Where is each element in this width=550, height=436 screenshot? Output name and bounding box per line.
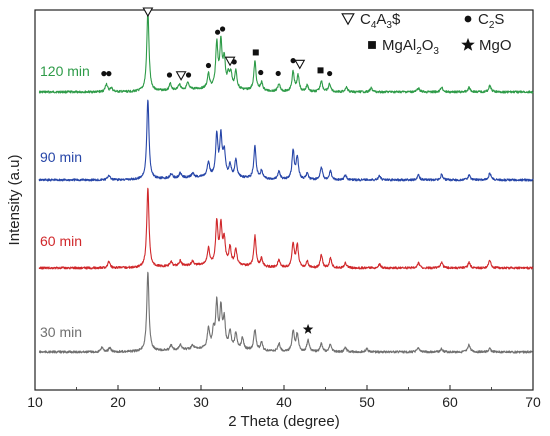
phase-marker-square <box>317 67 324 74</box>
series-label-60-min: 60 min <box>40 233 82 249</box>
legend-circle-icon <box>464 15 472 23</box>
x-tick-label: 10 <box>27 394 43 410</box>
phase-marker-triangle <box>294 59 306 70</box>
legend-label: MgAl2O3 <box>382 37 439 57</box>
marker-layer <box>101 7 333 334</box>
x-tick-label: 70 <box>525 394 541 410</box>
series-label-120-min: 120 min <box>40 63 90 79</box>
phase-marker-circle <box>185 72 192 78</box>
x-tick-label: 60 <box>442 394 458 410</box>
phase-marker-circle <box>327 70 333 77</box>
phase-marker-circle <box>106 71 112 77</box>
series-line-30-min <box>38 271 534 354</box>
legend-label: C4A3$ <box>360 11 401 31</box>
phase-marker-star <box>302 323 314 334</box>
phase-marker-circle <box>205 62 212 69</box>
x-axis-title: 2 Theta (degree) <box>228 413 339 430</box>
phase-marker-circle <box>215 29 221 35</box>
axis-layer: 10 20 30 40 50 60 70 <box>27 385 541 410</box>
x-tick-label: 20 <box>110 394 126 410</box>
series-layer: 120 min 90 min 60 min 30 min <box>38 11 534 354</box>
phase-marker-circle <box>166 72 173 78</box>
x-tick-label: 50 <box>359 394 375 410</box>
series-label-30-min: 30 min <box>40 324 82 340</box>
legend-label: MgO <box>479 37 512 54</box>
phase-marker-square <box>252 49 259 56</box>
phase-marker-circle <box>219 26 226 32</box>
series-line-60-min <box>38 187 534 270</box>
phase-marker-circle <box>258 69 264 76</box>
legend-square-icon <box>368 41 376 49</box>
phase-marker-circle <box>231 59 237 65</box>
legend-item-C2S: C2S <box>464 11 504 31</box>
legend-star-icon <box>461 37 475 51</box>
legend-item-C: C4A3$ <box>341 11 401 31</box>
legend-label: C2S <box>478 11 504 31</box>
series-line-120-min <box>38 11 534 94</box>
legend: C4A3$ C2S MgAl2O3 MgO <box>341 11 512 57</box>
series-line-90-min <box>38 99 534 182</box>
legend-item-MgO: MgO <box>461 37 512 54</box>
x-tick-label: 40 <box>276 394 292 410</box>
phase-marker-circle <box>275 70 281 77</box>
series-label-90-min: 90 min <box>40 149 82 165</box>
phase-marker-triangle <box>142 7 154 18</box>
x-tick-label: 30 <box>193 394 209 410</box>
phase-marker-circle <box>290 58 296 64</box>
phase-marker-triangle <box>175 71 187 81</box>
phase-marker-circle <box>101 71 107 77</box>
legend-triangle-icon <box>341 13 355 26</box>
legend-item-MgAl2O3: MgAl2O3 <box>368 37 439 57</box>
plot-frame <box>34 9 534 391</box>
y-axis-title: Intensity (a.u) <box>6 155 23 246</box>
